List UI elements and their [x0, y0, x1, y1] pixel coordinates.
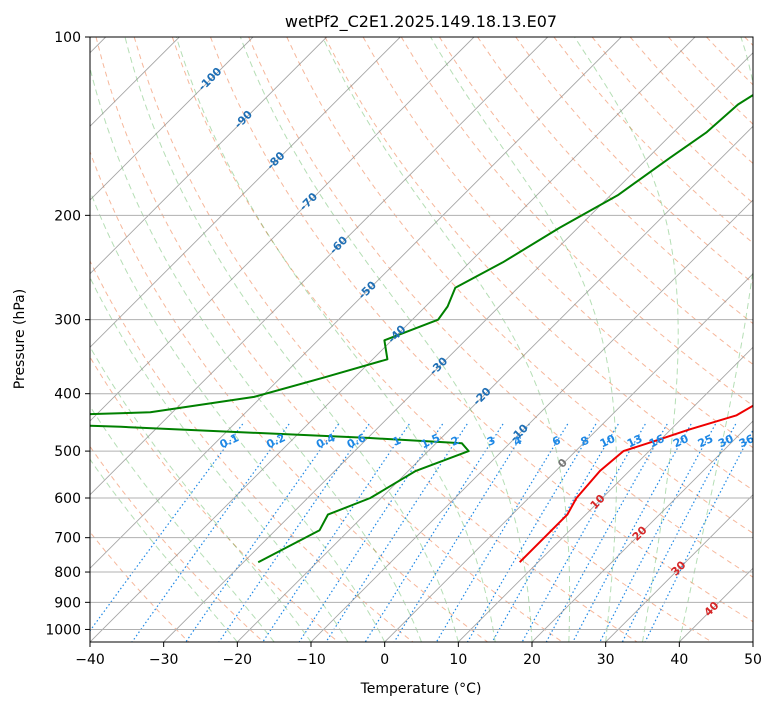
mixing-ratio-line — [185, 423, 340, 642]
isotherm-line — [90, 37, 401, 348]
x-tick-label: 40 — [670, 652, 688, 668]
x-tick-label: 20 — [523, 652, 541, 668]
mixing-ratio-line — [90, 423, 244, 632]
x-tick-label: 50 — [744, 652, 762, 668]
mixing-ratio-label: 30 — [716, 432, 736, 450]
x-tick-label: −10 — [296, 652, 326, 668]
mixing-ratio-line — [466, 423, 597, 642]
moist-adiabat — [430, 37, 617, 642]
y-tick-label: 400 — [54, 387, 81, 403]
dry-adiabat — [324, 37, 753, 491]
isotherm-line — [384, 273, 753, 642]
isotherm-line — [90, 37, 328, 275]
mixing-ratio-line — [599, 423, 717, 642]
mixing-ratio-line — [545, 423, 668, 642]
moist-adiabat — [90, 189, 386, 642]
isotherm-line — [90, 37, 696, 642]
x-tick-label: −40 — [75, 652, 105, 668]
series-layer — [90, 93, 753, 564]
y-tick-label: 800 — [54, 565, 81, 581]
x-tick-label: 30 — [597, 652, 615, 668]
mixing-ratio-line — [644, 428, 753, 642]
mixing-ratio-line — [621, 423, 737, 642]
temperature-line — [518, 404, 753, 563]
moist-adiabat — [239, 37, 533, 642]
dry-adiabat — [400, 37, 753, 407]
dry-adiabat — [90, 445, 264, 642]
y-tick-label: 700 — [54, 531, 81, 547]
isotherm-line — [90, 37, 475, 422]
mixing-ratio-line — [393, 423, 530, 642]
moist-adiabat — [90, 458, 238, 642]
isotherm-line — [90, 37, 549, 496]
plot-frame — [89, 36, 754, 643]
mixing-ratio-line — [521, 423, 646, 642]
moist-adiabat — [90, 405, 275, 642]
y-tick-label: 900 — [54, 595, 81, 611]
y-tick-label: 600 — [54, 491, 81, 507]
mixing-ratio-label: 10 — [598, 432, 618, 450]
moist-adiabat — [574, 37, 679, 642]
x-tick-label: −30 — [149, 652, 179, 668]
moist-adiabat — [90, 276, 349, 642]
mixing-ratio-line — [325, 423, 468, 642]
isotherm-line — [90, 37, 622, 569]
dry-adiabat — [248, 37, 753, 578]
moist-adiabat — [322, 37, 571, 642]
y-tick-label: 500 — [54, 444, 81, 460]
x-tick-label: 0 — [380, 652, 389, 668]
mixing-ratio-label: 16 — [647, 432, 667, 450]
y-tick-label: 300 — [54, 313, 81, 329]
moist-adiabat — [678, 37, 753, 642]
plot-background — [90, 37, 753, 642]
isotherm-line — [236, 125, 753, 642]
y-axis: 100 200 300 400 500 600 700 800 900 1000 — [45, 30, 90, 638]
y-tick-label: 100 — [54, 30, 81, 46]
dry-adiabat — [95, 37, 563, 642]
mixing-ratio-label: 13 — [625, 432, 644, 450]
dry-adiabat — [362, 37, 753, 449]
mixing-ratio-line — [435, 423, 569, 642]
isotherm-line — [163, 52, 753, 642]
dry-adiabat — [210, 37, 753, 623]
x-tick-label: −20 — [223, 652, 253, 668]
dewpoint-line — [90, 93, 753, 564]
x-axis: −40 −30 −20 −10 0 10 20 30 40 50 — [75, 642, 762, 668]
mixing-ratio-label: 20 — [671, 432, 691, 450]
dry-adiabat — [171, 37, 712, 642]
mixing-ratio-line — [491, 423, 619, 642]
moist-adiabat — [90, 65, 422, 642]
y-tick-label: 200 — [54, 208, 81, 224]
isotherm-line — [605, 494, 753, 642]
chart-title: wetPf2_C2E1.2025.149.18.13.E07 — [285, 12, 557, 32]
moist-adiabat — [175, 37, 496, 642]
mixing-ratio-line — [364, 423, 504, 642]
isotherm-line — [531, 420, 753, 642]
moist-adiabat — [124, 37, 459, 642]
y-tick-label: 1000 — [45, 622, 81, 638]
isotherm-line — [310, 199, 753, 642]
x-axis-label: Temperature (°C) — [360, 681, 482, 697]
dry-adiabat — [90, 150, 488, 642]
isotherm-line — [457, 346, 753, 642]
dry-adiabat — [133, 37, 638, 642]
isotherm-line — [752, 641, 753, 642]
mixing-ratio-line — [131, 423, 290, 642]
mixing-ratio-label: 36 — [737, 432, 757, 450]
y-axis-label: Pressure (hPa) — [12, 289, 28, 389]
background-lines — [90, 37, 753, 642]
x-tick-label: 10 — [449, 652, 467, 668]
mixing-ratio-label: 25 — [696, 432, 715, 450]
isotherm-line — [90, 37, 254, 201]
